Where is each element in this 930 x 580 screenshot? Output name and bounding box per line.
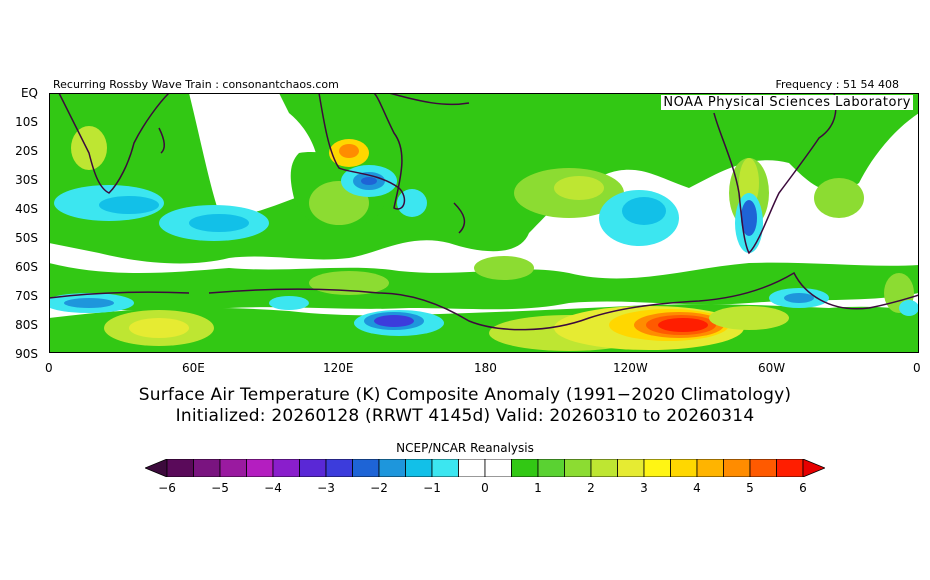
colorbar-swatch (219, 458, 247, 478)
x-label: 180 (474, 361, 497, 375)
y-label: 40S (15, 202, 38, 216)
colorbar-under-arrow (143, 458, 168, 478)
colorbar (143, 458, 827, 478)
y-label: 10S (15, 115, 38, 129)
colorbar-swatch (352, 458, 380, 478)
colorbar-swatch (776, 458, 804, 478)
colorbar-tick-label: 0 (481, 481, 489, 495)
colorbar-swatch (431, 458, 459, 478)
colorbar-tick-label: 3 (640, 481, 648, 495)
y-label: 20S (15, 144, 38, 158)
colorbar-swatch (537, 458, 565, 478)
colorbar-swatch (166, 458, 194, 478)
colorbar-tick-label: −5 (211, 481, 229, 495)
colorbar-swatch (378, 458, 406, 478)
frequency-label: Frequency : 51 54 408 (775, 78, 899, 91)
colorbar-swatch (564, 458, 592, 478)
colorbar-tick-label: 4 (693, 481, 701, 495)
y-label: 70S (15, 289, 38, 303)
colorbar-tick-label: 1 (534, 481, 542, 495)
colorbar-swatch (617, 458, 645, 478)
colorbar-swatch (246, 458, 274, 478)
colorbar-swatch (590, 458, 618, 478)
x-label: 60W (758, 361, 786, 375)
colorbar-swatch (696, 458, 724, 478)
colorbar-swatch (723, 458, 751, 478)
colorbar-swatch (511, 458, 539, 478)
colorbar-tick-label: −4 (264, 481, 282, 495)
colorbar-swatch (193, 458, 221, 478)
colorbar-tick-label: −1 (423, 481, 441, 495)
colorbar-label: NCEP/NCAR Reanalysis (396, 441, 534, 455)
colorbar-swatch (458, 458, 486, 478)
colorbar-tick-label: 5 (746, 481, 754, 495)
colorbar-over-arrow (802, 458, 827, 478)
noaa-inset-label: NOAA Physical Sciences Laboratory (661, 95, 913, 110)
colorbar-swatch (325, 458, 353, 478)
y-label: 80S (15, 318, 38, 332)
x-label: 120W (613, 361, 648, 375)
x-label: 120E (323, 361, 354, 375)
y-label: 50S (15, 231, 38, 245)
colorbar-swatch (670, 458, 698, 478)
map-subtitle: Initialized: 20260128 (RRWT 4145d) Valid… (175, 406, 755, 426)
x-label: 0 (913, 361, 921, 375)
colorbar-tick-label: −3 (317, 481, 335, 495)
map-title: Surface Air Temperature (K) Composite An… (138, 385, 792, 405)
colorbar-tick-label: −6 (158, 481, 176, 495)
cold-anomaly-patches (49, 165, 919, 336)
anomaly-map: NOAA Physical Sciences Laboratory (49, 93, 919, 353)
colorbar-tick-label: −2 (370, 481, 388, 495)
colorbar-swatch (299, 458, 327, 478)
coastlines (49, 93, 919, 331)
colorbar-tick-label: 6 (799, 481, 807, 495)
colorbar-swatch (643, 458, 671, 478)
x-label: 0 (45, 361, 53, 375)
y-label: EQ (20, 86, 38, 100)
y-label: 60S (15, 260, 38, 274)
colorbar-swatch (484, 458, 512, 478)
colorbar-swatch (272, 458, 300, 478)
y-label: 30S (15, 173, 38, 187)
colorbar-swatch (749, 458, 777, 478)
colorbar-tick-label: 2 (587, 481, 595, 495)
source-label: Recurring Rossby Wave Train : consonantc… (53, 78, 339, 91)
colorbar-swatch (405, 458, 433, 478)
x-label: 60E (182, 361, 205, 375)
y-label: 90S (15, 347, 38, 361)
